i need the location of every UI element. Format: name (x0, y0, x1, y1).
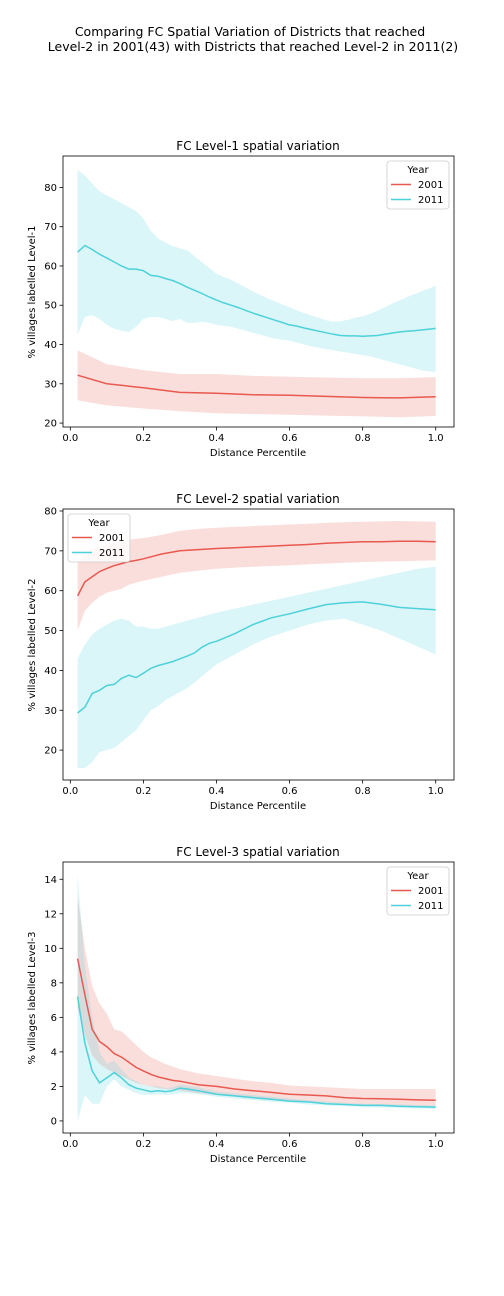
x-tick-label: 0.4 (209, 786, 225, 797)
x-tick-label: 0.6 (282, 786, 298, 797)
legend-box (386, 160, 450, 210)
x-tick-label: 0.0 (62, 786, 78, 797)
series-group (76, 521, 436, 768)
chart-panel-level-1: FC Level-1 spatial variation 0.0 0.2 0.4 0.… (27, 139, 455, 459)
y-tick-label: 70 (44, 222, 57, 233)
series-line-2011 (77, 244, 436, 338)
y-tick-label: 30 (44, 379, 57, 390)
y-tick-label: 12 (44, 909, 57, 920)
x-tick-label: 0.8 (355, 786, 371, 797)
x-tick-label: 0.0 (62, 1139, 78, 1150)
axes-frame (62, 861, 455, 1134)
x-tick-label: 1.0 (428, 786, 444, 797)
plot-area: 0.0 0.2 0.4 0.6 0.8 1.0 0 2 4 6 8 10 12 14 Year 2001 201… (44, 861, 455, 1150)
legend: Year 2001 2011 (386, 866, 450, 916)
legend-label-2001: 2001 (418, 886, 443, 897)
x-tick-label: 0.0 (62, 433, 78, 444)
axes-frame (62, 155, 455, 428)
x-tick-label: 0.6 (282, 433, 298, 444)
x-tick-label: 0.4 (209, 433, 225, 444)
chart-panel-level-2: FC Level-2 spatial variation 0.0 0.2 0.4 0.… (27, 492, 455, 812)
y-axis-label: % villages labelled Level-2 (27, 579, 38, 712)
x-tick-label: 0.4 (209, 1139, 225, 1150)
y-tick-label: 0 (51, 1116, 57, 1127)
legend-label-2011: 2011 (418, 195, 443, 206)
y-tick-label: 80 (44, 506, 57, 517)
y-tick-label: 50 (44, 626, 57, 637)
x-axis-label: Distance Percentile (210, 448, 306, 459)
figure-suptitle-line-1: Comparing FC Spatial Variation of Distri… (75, 24, 425, 39)
x-tick-label: 1.0 (428, 433, 444, 444)
x-tick-label: 0.2 (135, 786, 151, 797)
series-line-2011 (77, 601, 436, 714)
confidence-band-2001 (77, 521, 436, 631)
series-line-2001 (76, 540, 436, 597)
x-tick-label: 0.6 (282, 1139, 298, 1150)
x-tick-label: 1.0 (428, 1139, 444, 1150)
plot-area: 0.0 0.2 0.4 0.6 0.8 1.0 20 30 40 50 60 70 80 Year 2001… (44, 155, 455, 444)
y-tick-label: 40 (44, 666, 57, 677)
y-tick-label: 14 (44, 875, 57, 886)
series-group (76, 874, 436, 1121)
series-group (77, 169, 436, 418)
y-axis-label: % villages labelled Level-1 (27, 226, 38, 359)
chart-title: FC Level-1 spatial variation (176, 139, 339, 153)
chart-title: FC Level-2 spatial variation (176, 492, 339, 506)
y-axis-label: % villages labelled Level-3 (27, 932, 38, 1065)
y-tick-label: 10 (44, 944, 57, 955)
x-axis-label: Distance Percentile (210, 801, 306, 812)
confidence-band-2011 (77, 169, 436, 372)
series-line-2011 (76, 996, 436, 1108)
y-tick-label: 8 (51, 978, 57, 989)
y-tick-label: 2 (51, 1082, 57, 1093)
y-tick-label: 30 (44, 706, 57, 717)
y-tick-label: 40 (44, 340, 57, 351)
y-tick-label: 50 (44, 301, 57, 312)
figure-suptitle-line-2: Level-2 in 2001(43) with Districts that … (48, 39, 458, 54)
axes-frame (62, 508, 455, 781)
legend-title: Year (87, 518, 110, 529)
y-tick-label: 20 (44, 746, 57, 757)
legend-box (67, 513, 131, 563)
y-tick-label: 60 (44, 586, 57, 597)
legend-label-2011: 2011 (99, 548, 124, 559)
x-tick-label: 0.2 (135, 1139, 151, 1150)
y-tick-label: 20 (44, 419, 57, 430)
legend-label-2001: 2001 (99, 533, 124, 544)
x-tick-label: 0.2 (135, 433, 151, 444)
legend: Year 2001 2011 (386, 160, 450, 210)
chart-title: FC Level-3 spatial variation (176, 845, 339, 859)
y-tick-label: 6 (51, 1013, 57, 1024)
y-tick-label: 4 (51, 1047, 57, 1058)
confidence-band-2001 (77, 350, 436, 418)
y-tick-label: 60 (44, 261, 57, 272)
x-tick-label: 0.8 (355, 433, 371, 444)
legend: Year 2001 2011 (67, 513, 131, 563)
legend-box (386, 866, 450, 916)
plot-area: 0.0 0.2 0.4 0.6 0.8 1.0 20 30 40 50 60 70 80 Year 2001… (44, 506, 455, 797)
y-tick-label: 70 (44, 546, 57, 557)
series-line-2001 (77, 374, 436, 399)
chart-panel-level-3: FC Level-3 spatial variation 0.0 0.2 0.4 0.… (27, 845, 455, 1165)
series-line-2001 (76, 958, 436, 1101)
legend-label-2011: 2011 (418, 901, 443, 912)
y-tick-label: 80 (44, 183, 57, 194)
legend-title: Year (406, 871, 429, 882)
legend-label-2001: 2001 (418, 180, 443, 191)
x-tick-label: 0.8 (355, 1139, 371, 1150)
confidence-band-2011 (77, 566, 436, 768)
legend-title: Year (406, 165, 429, 176)
x-axis-label: Distance Percentile (210, 1154, 306, 1165)
